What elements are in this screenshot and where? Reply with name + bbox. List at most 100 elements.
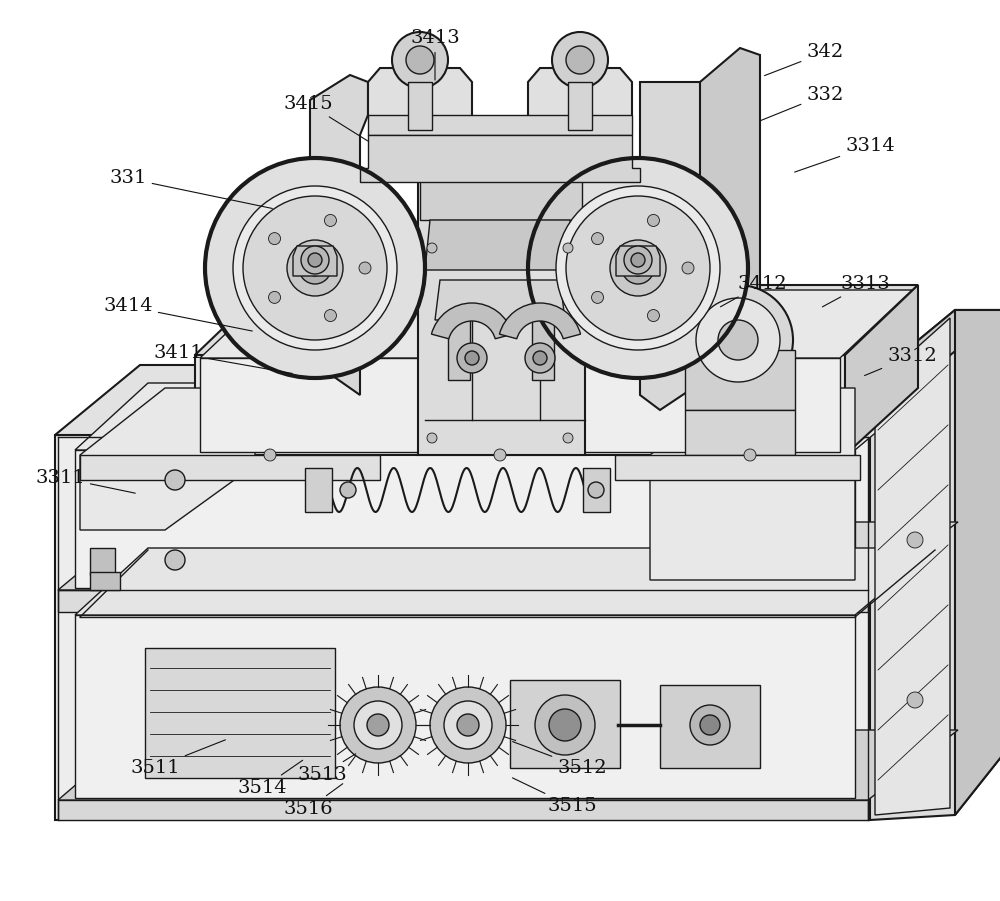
Text: 3314: 3314: [795, 137, 895, 172]
Polygon shape: [615, 455, 860, 480]
Circle shape: [465, 351, 479, 365]
Polygon shape: [55, 365, 955, 435]
Polygon shape: [568, 82, 592, 130]
Polygon shape: [80, 388, 255, 530]
Circle shape: [907, 692, 923, 708]
Text: 3514: 3514: [237, 760, 303, 797]
Circle shape: [682, 262, 694, 274]
Circle shape: [700, 715, 720, 735]
Circle shape: [367, 714, 389, 736]
Polygon shape: [75, 615, 855, 798]
Circle shape: [457, 714, 479, 736]
Polygon shape: [650, 388, 855, 580]
Circle shape: [392, 32, 448, 88]
Circle shape: [566, 46, 594, 74]
Text: 3511: 3511: [130, 740, 225, 777]
Circle shape: [324, 214, 336, 226]
Polygon shape: [845, 285, 918, 455]
Circle shape: [549, 709, 581, 741]
Polygon shape: [305, 468, 332, 512]
Circle shape: [299, 252, 331, 284]
Circle shape: [592, 291, 604, 304]
Polygon shape: [408, 82, 432, 130]
Polygon shape: [310, 75, 368, 395]
Polygon shape: [640, 82, 720, 410]
Circle shape: [427, 243, 437, 253]
Circle shape: [269, 291, 281, 304]
Polygon shape: [58, 590, 868, 612]
Text: 3516: 3516: [283, 784, 343, 818]
Polygon shape: [195, 355, 845, 455]
Polygon shape: [368, 115, 632, 135]
Circle shape: [205, 158, 425, 378]
Circle shape: [744, 449, 756, 461]
Circle shape: [631, 253, 645, 267]
Circle shape: [406, 46, 434, 74]
Polygon shape: [532, 320, 554, 380]
Circle shape: [430, 687, 506, 763]
Polygon shape: [368, 68, 472, 130]
Circle shape: [444, 701, 492, 749]
Polygon shape: [360, 135, 640, 182]
Polygon shape: [700, 48, 760, 370]
Polygon shape: [425, 220, 575, 270]
Polygon shape: [200, 290, 912, 358]
Circle shape: [696, 298, 780, 382]
Circle shape: [359, 262, 371, 274]
Circle shape: [264, 449, 276, 461]
Circle shape: [340, 687, 416, 763]
Circle shape: [264, 352, 276, 364]
Circle shape: [307, 260, 323, 276]
Polygon shape: [58, 730, 958, 800]
Wedge shape: [499, 303, 581, 339]
Circle shape: [592, 232, 604, 244]
Polygon shape: [75, 548, 935, 615]
Text: 3312: 3312: [865, 347, 937, 376]
Circle shape: [563, 243, 573, 253]
Text: 3313: 3313: [822, 275, 890, 307]
Circle shape: [563, 433, 573, 443]
Polygon shape: [448, 320, 470, 380]
Circle shape: [287, 240, 343, 296]
Circle shape: [535, 695, 595, 755]
Polygon shape: [616, 246, 660, 276]
Polygon shape: [75, 383, 935, 450]
Circle shape: [610, 240, 666, 296]
Circle shape: [566, 196, 710, 340]
Circle shape: [588, 482, 604, 498]
Polygon shape: [528, 68, 632, 130]
Circle shape: [683, 285, 793, 395]
Polygon shape: [90, 572, 120, 590]
Circle shape: [647, 214, 659, 226]
Polygon shape: [58, 522, 958, 590]
Polygon shape: [75, 450, 855, 588]
Polygon shape: [55, 435, 870, 820]
Circle shape: [301, 246, 329, 274]
Circle shape: [427, 433, 437, 443]
Polygon shape: [195, 285, 918, 355]
Polygon shape: [145, 648, 335, 778]
Polygon shape: [685, 350, 795, 410]
Text: 3311: 3311: [35, 469, 135, 493]
Text: 3413: 3413: [410, 29, 460, 80]
Polygon shape: [583, 468, 610, 512]
Circle shape: [907, 532, 923, 548]
Circle shape: [744, 352, 756, 364]
Circle shape: [269, 232, 281, 244]
Circle shape: [324, 310, 336, 322]
Circle shape: [340, 482, 356, 498]
Polygon shape: [293, 246, 337, 276]
Polygon shape: [435, 280, 565, 320]
Polygon shape: [420, 178, 582, 220]
Polygon shape: [955, 310, 1000, 815]
Circle shape: [457, 343, 487, 373]
Circle shape: [165, 550, 185, 570]
Polygon shape: [870, 365, 955, 820]
Circle shape: [622, 252, 654, 284]
Polygon shape: [510, 680, 620, 768]
Circle shape: [494, 449, 506, 461]
Polygon shape: [660, 685, 760, 768]
Circle shape: [165, 470, 185, 490]
Circle shape: [690, 705, 730, 745]
Circle shape: [556, 186, 720, 350]
